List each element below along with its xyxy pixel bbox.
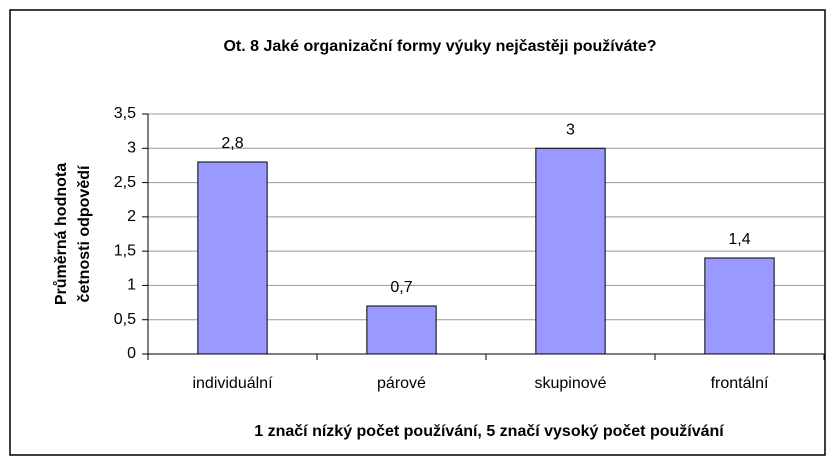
bar — [366, 305, 437, 355]
bar — [535, 147, 606, 355]
x-axis-label: 1 značí nízký počet používání, 5 značí v… — [254, 423, 724, 440]
data-label: 1,4 — [728, 231, 750, 248]
bar — [197, 161, 268, 355]
bar — [704, 257, 775, 355]
y-axis-label: četnosti odpovědí — [76, 165, 93, 302]
chart-border — [9, 9, 826, 456]
y-tick-label: 1,5 — [114, 242, 136, 259]
y-tick-label: 1 — [127, 277, 136, 294]
x-tick-label: individuální — [192, 375, 273, 392]
y-tick-label: 0,5 — [114, 311, 136, 328]
data-label: 3 — [566, 122, 575, 139]
y-tick-label: 3,5 — [114, 105, 136, 122]
data-label: 2,8 — [221, 135, 243, 152]
y-tick-label: 2,5 — [114, 174, 136, 191]
x-tick-label: párové — [377, 375, 426, 392]
y-axis-label: Průměrná hodnota — [53, 163, 70, 305]
y-tick-label: 3 — [127, 140, 136, 157]
x-tick-label: skupinové — [534, 375, 606, 392]
data-label: 0,7 — [390, 279, 412, 296]
x-tick-label: frontální — [711, 375, 769, 392]
y-tick-label: 2 — [127, 208, 136, 225]
chart-title: Ot. 8 Jaké organizační formy výuky nejča… — [223, 38, 656, 55]
y-tick-label: 0 — [127, 345, 136, 362]
